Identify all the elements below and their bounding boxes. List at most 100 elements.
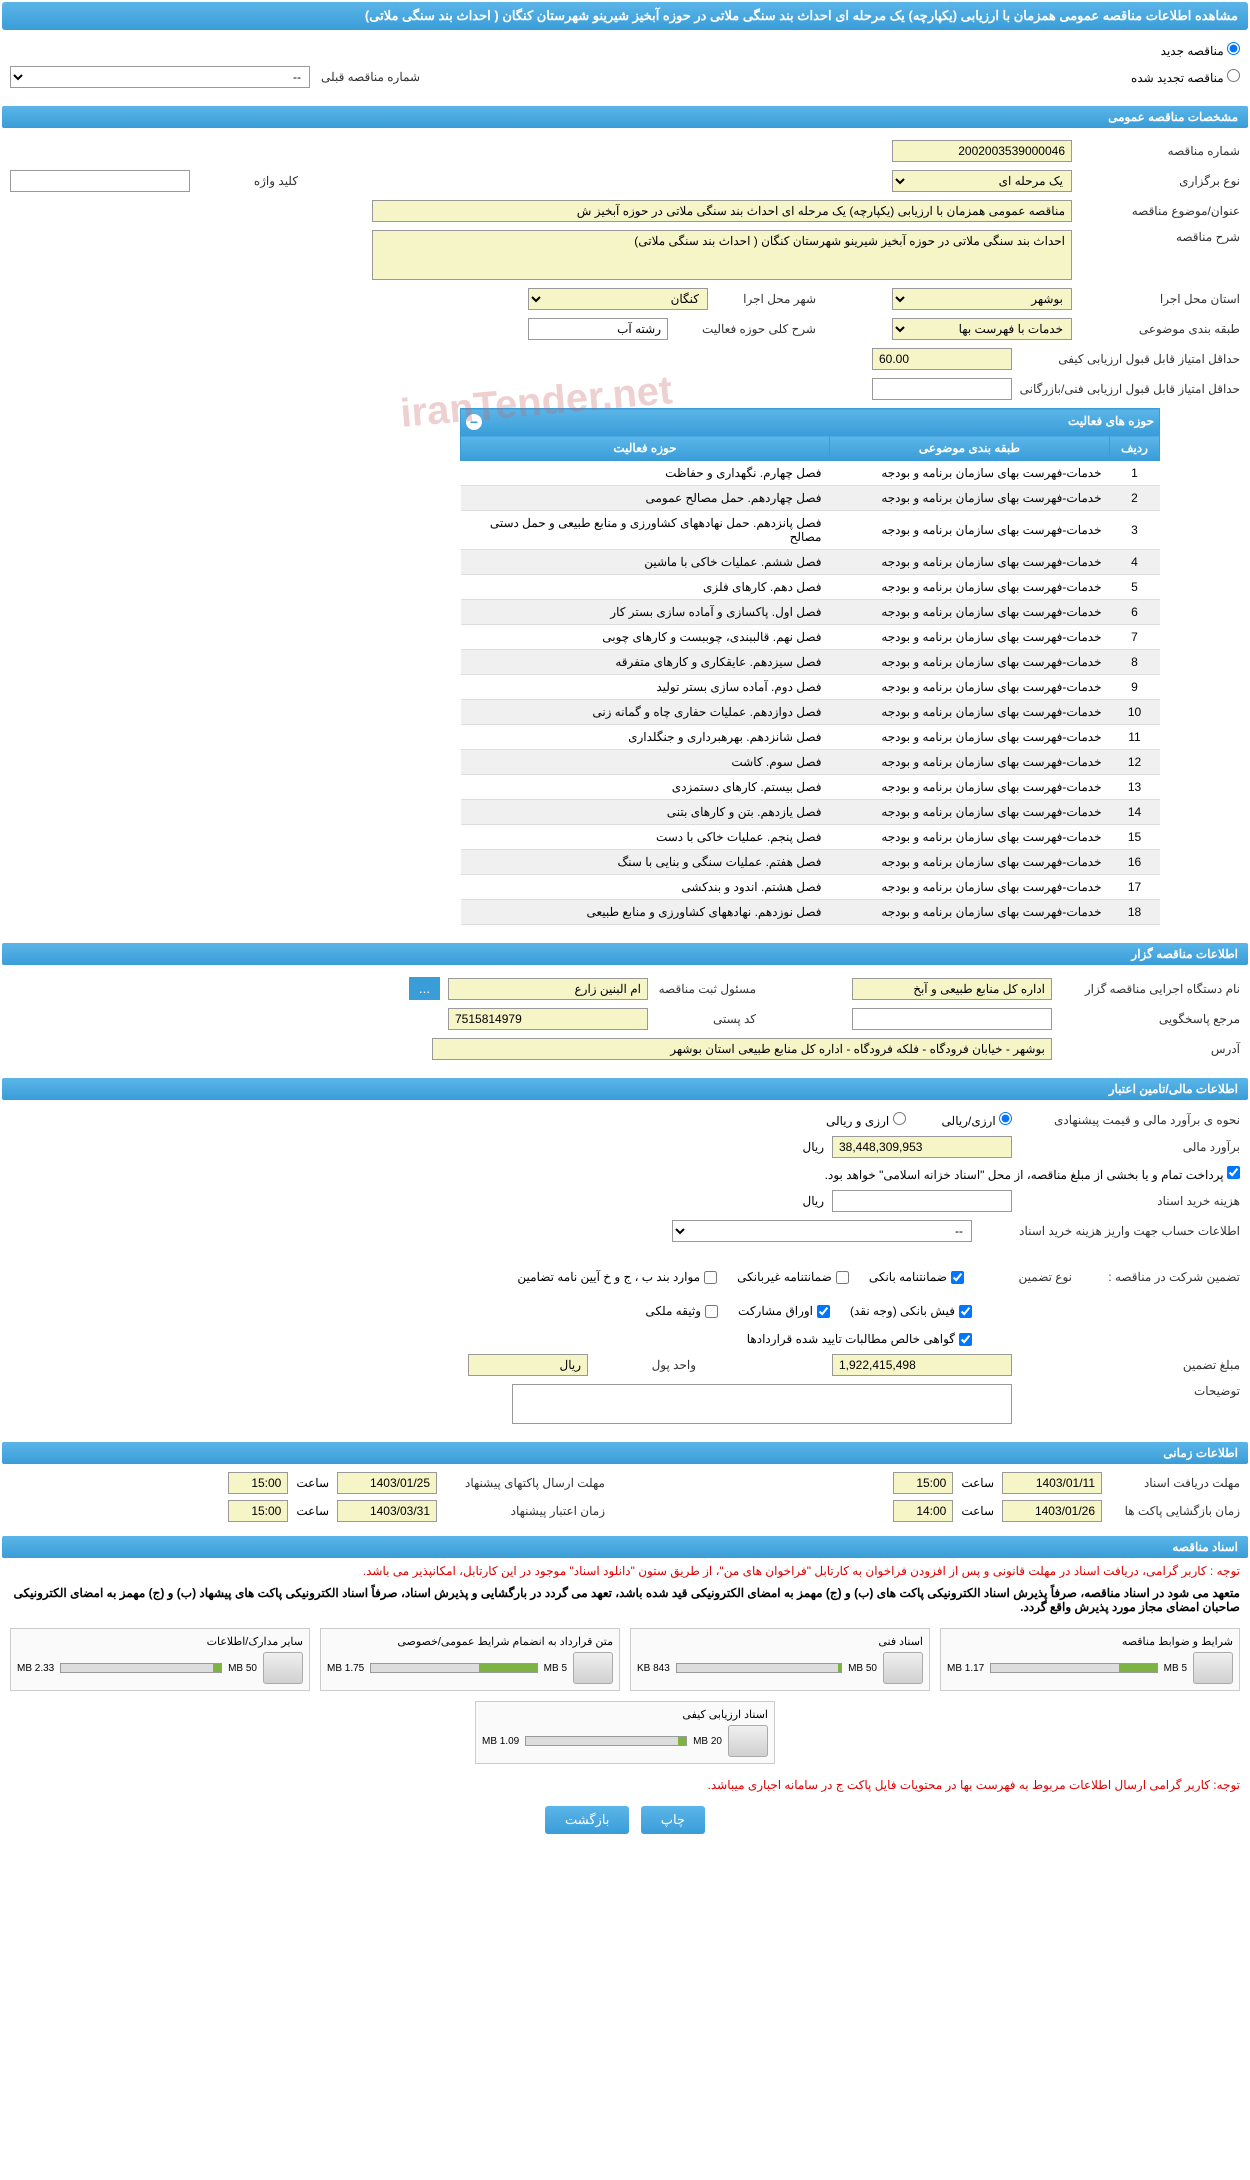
postcode-label: کد پستی bbox=[656, 1012, 756, 1026]
guarantee-amount-input[interactable] bbox=[832, 1354, 1012, 1376]
notes-textarea[interactable] bbox=[512, 1384, 1012, 1424]
prev-tender-label: شماره مناقصه قبلی bbox=[320, 70, 420, 84]
col-num: ردیف bbox=[1110, 436, 1160, 461]
account-select[interactable]: -- bbox=[672, 1220, 972, 1242]
folder-icon bbox=[573, 1652, 613, 1684]
folder-icon bbox=[883, 1652, 923, 1684]
cb-property[interactable]: وثیقه ملکی bbox=[645, 1304, 718, 1318]
validity-time[interactable] bbox=[228, 1500, 288, 1522]
table-row: 8خدمات-فهرست بهای سازمان برنامه و بودجهف… bbox=[461, 650, 1160, 675]
open-time[interactable] bbox=[893, 1500, 953, 1522]
table-row: 7خدمات-فهرست بهای سازمان برنامه و بودجهف… bbox=[461, 625, 1160, 650]
table-row: 16خدمات-فهرست بهای سازمان برنامه و بودجه… bbox=[461, 850, 1160, 875]
table-row: 6خدمات-فهرست بهای سازمان برنامه و بودجهف… bbox=[461, 600, 1160, 625]
desc-textarea[interactable]: احداث بند سنگی ملاتی در حوزه آبخیز شیرین… bbox=[372, 230, 1072, 280]
cb-securities[interactable]: اوراق مشارکت bbox=[738, 1304, 830, 1318]
type-select[interactable]: یک مرحله ای bbox=[892, 170, 1072, 192]
section-financial: اطلاعات مالی/تامین اعتبار bbox=[2, 1078, 1248, 1100]
doc-cost-input[interactable] bbox=[832, 1190, 1012, 1212]
receive-date[interactable] bbox=[1002, 1472, 1102, 1494]
min-tech-label: حداقل امتیاز قابل قبول ارزیابی فنی/بازرگ… bbox=[1020, 382, 1240, 396]
col-category: طبقه بندی موضوعی bbox=[830, 436, 1110, 461]
page-title: مشاهده اطلاعات مناقصه عمومی همزمان با ار… bbox=[2, 2, 1248, 30]
ref-input[interactable] bbox=[852, 1008, 1052, 1030]
address-input[interactable] bbox=[432, 1038, 1052, 1060]
resp-label: مسئول ثبت مناقصه bbox=[656, 982, 756, 996]
category-label: طبقه بندی موضوعی bbox=[1080, 322, 1240, 336]
doc-item[interactable]: اسناد ارزیابی کیفی 20 MB 1.09 MB bbox=[475, 1701, 775, 1764]
open-date[interactable] bbox=[1002, 1500, 1102, 1522]
time-label2: ساعت bbox=[961, 1504, 994, 1518]
table-row: 18خدمات-فهرست بهای سازمان برنامه و بودجه… bbox=[461, 900, 1160, 925]
activity-desc-input[interactable] bbox=[528, 318, 668, 340]
cb-bank[interactable]: ضمانتنامه بانکی bbox=[869, 1270, 964, 1284]
payment-checkbox[interactable]: پرداخت تمام و یا بخشی از مبلغ مناقصه، از… bbox=[825, 1166, 1240, 1182]
cb-nonbank[interactable]: ضمانتنامه غیربانکی bbox=[737, 1270, 849, 1284]
table-row: 9خدمات-فهرست بهای سازمان برنامه و بودجهف… bbox=[461, 675, 1160, 700]
open-label: زمان بازگشایی پاکت ها bbox=[1110, 1504, 1240, 1518]
method-label: نحوه ی برآورد مالی و قیمت پیشنهادی bbox=[1020, 1113, 1240, 1127]
exec-input[interactable] bbox=[852, 978, 1052, 1000]
cb-certificate[interactable]: گواهی خالص مطالبات تایید شده قراردادها bbox=[747, 1332, 972, 1346]
time-label1: ساعت bbox=[961, 1476, 994, 1490]
activity-desc-label: شرح کلی حوزه فعالیت bbox=[676, 322, 816, 336]
tender-no-input[interactable] bbox=[892, 140, 1072, 162]
radio-foreign[interactable]: ارزی و ریالی bbox=[826, 1112, 906, 1128]
doc-item[interactable]: اسناد فنی 50 MB 843 KB bbox=[630, 1628, 930, 1691]
min-tech-input[interactable] bbox=[872, 378, 1012, 400]
resp-input[interactable] bbox=[448, 978, 648, 1000]
more-button[interactable]: ... bbox=[409, 977, 440, 1000]
radio-renewed-tender[interactable]: مناقصه تجدید شده bbox=[1131, 69, 1240, 85]
unit-input[interactable] bbox=[468, 1354, 588, 1376]
keyword-input[interactable] bbox=[10, 170, 190, 192]
packet-time[interactable] bbox=[228, 1472, 288, 1494]
title-input[interactable] bbox=[372, 200, 1072, 222]
prev-tender-select[interactable]: -- bbox=[10, 66, 310, 88]
notice-red1: توجه : کاربر گرامی، دریافت اسناد در مهلت… bbox=[0, 1560, 1250, 1582]
receive-time[interactable] bbox=[893, 1472, 953, 1494]
category-select[interactable]: خدمات با فهرست بها bbox=[892, 318, 1072, 340]
unit-label: واحد پول bbox=[596, 1358, 696, 1372]
print-button[interactable]: چاپ bbox=[641, 1806, 705, 1834]
notice-black: متعهد می شود در اسناد مناقصه، صرفاً پذیر… bbox=[0, 1582, 1250, 1618]
doc-item[interactable]: شرایط و ضوابط مناقصه 5 MB 1.17 MB bbox=[940, 1628, 1240, 1691]
collapse-icon[interactable]: − bbox=[466, 414, 482, 430]
cb-cases[interactable]: موارد بند ب ، ج و خ آیین نامه تضامین bbox=[517, 1270, 717, 1284]
guarantee-amount-label: مبلغ تضمین bbox=[1020, 1358, 1240, 1372]
table-row: 4خدمات-فهرست بهای سازمان برنامه و بودجهف… bbox=[461, 550, 1160, 575]
rial-unit2: ریال bbox=[802, 1194, 824, 1208]
table-row: 13خدمات-فهرست بهای سازمان برنامه و بودجه… bbox=[461, 775, 1160, 800]
section-timing: اطلاعات زمانی bbox=[2, 1442, 1248, 1464]
radio-rial[interactable]: ارزی/ریالی bbox=[942, 1112, 1012, 1128]
activity-table: حوزه های فعالیت − ردیف طبقه بندی موضوعی … bbox=[460, 408, 1160, 925]
keyword-label: کلید واژه bbox=[198, 174, 298, 188]
city-select[interactable]: کنگان bbox=[528, 288, 708, 310]
time-label3: ساعت bbox=[296, 1476, 329, 1490]
packet-date[interactable] bbox=[337, 1472, 437, 1494]
postcode-input[interactable] bbox=[448, 1008, 648, 1030]
estimate-input[interactable] bbox=[832, 1136, 1012, 1158]
doc-item[interactable]: متن قرارداد به انضمام شرایط عمومی/خصوصی … bbox=[320, 1628, 620, 1691]
validity-label: زمان اعتبار پیشنهاد bbox=[445, 1504, 605, 1518]
folder-icon bbox=[1193, 1652, 1233, 1684]
account-label: اطلاعات حساب جهت واریز هزینه خرید اسناد bbox=[980, 1224, 1240, 1238]
activities-header[interactable]: حوزه های فعالیت − bbox=[461, 409, 1160, 436]
table-row: 14خدمات-فهرست بهای سازمان برنامه و بودجه… bbox=[461, 800, 1160, 825]
desc-label: شرح مناقصه bbox=[1080, 230, 1240, 244]
doc-item[interactable]: سایر مدارک/اطلاعات 50 MB 2.33 MB bbox=[10, 1628, 310, 1691]
notes-label: توضیحات bbox=[1020, 1384, 1240, 1398]
type-label: نوع برگزاری bbox=[1080, 174, 1240, 188]
guarantee-label: تضمین شرکت در مناقصه : bbox=[1080, 1270, 1240, 1284]
cb-cash[interactable]: فیش بانکی (وجه نقد) bbox=[850, 1304, 972, 1318]
notice-red2: توجه: کاربر گرامی ارسال اطلاعات مربوط به… bbox=[0, 1774, 1250, 1796]
back-button[interactable]: بازگشت bbox=[545, 1806, 629, 1834]
guarantee-type-label: نوع تضمین bbox=[972, 1270, 1072, 1284]
validity-date[interactable] bbox=[337, 1500, 437, 1522]
packet-label: مهلت ارسال پاکتهای پیشنهاد bbox=[445, 1476, 605, 1490]
min-quality-input[interactable] bbox=[872, 348, 1012, 370]
estimate-label: برآورد مالی bbox=[1020, 1140, 1240, 1154]
title-label: عنوان/موضوع مناقصه bbox=[1080, 204, 1240, 218]
province-select[interactable]: بوشهر bbox=[892, 288, 1072, 310]
table-row: 3خدمات-فهرست بهای سازمان برنامه و بودجهف… bbox=[461, 511, 1160, 550]
radio-new-tender[interactable]: مناقصه جدید bbox=[1161, 44, 1240, 58]
